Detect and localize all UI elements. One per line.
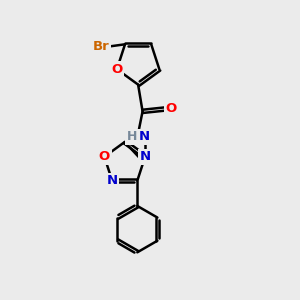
Text: H: H: [127, 130, 137, 143]
Text: N: N: [140, 150, 151, 163]
Text: Br: Br: [93, 40, 110, 53]
Text: O: O: [99, 150, 110, 163]
Text: O: O: [165, 102, 176, 115]
Text: O: O: [111, 63, 122, 76]
Text: N: N: [139, 130, 150, 143]
Text: N: N: [106, 174, 118, 187]
